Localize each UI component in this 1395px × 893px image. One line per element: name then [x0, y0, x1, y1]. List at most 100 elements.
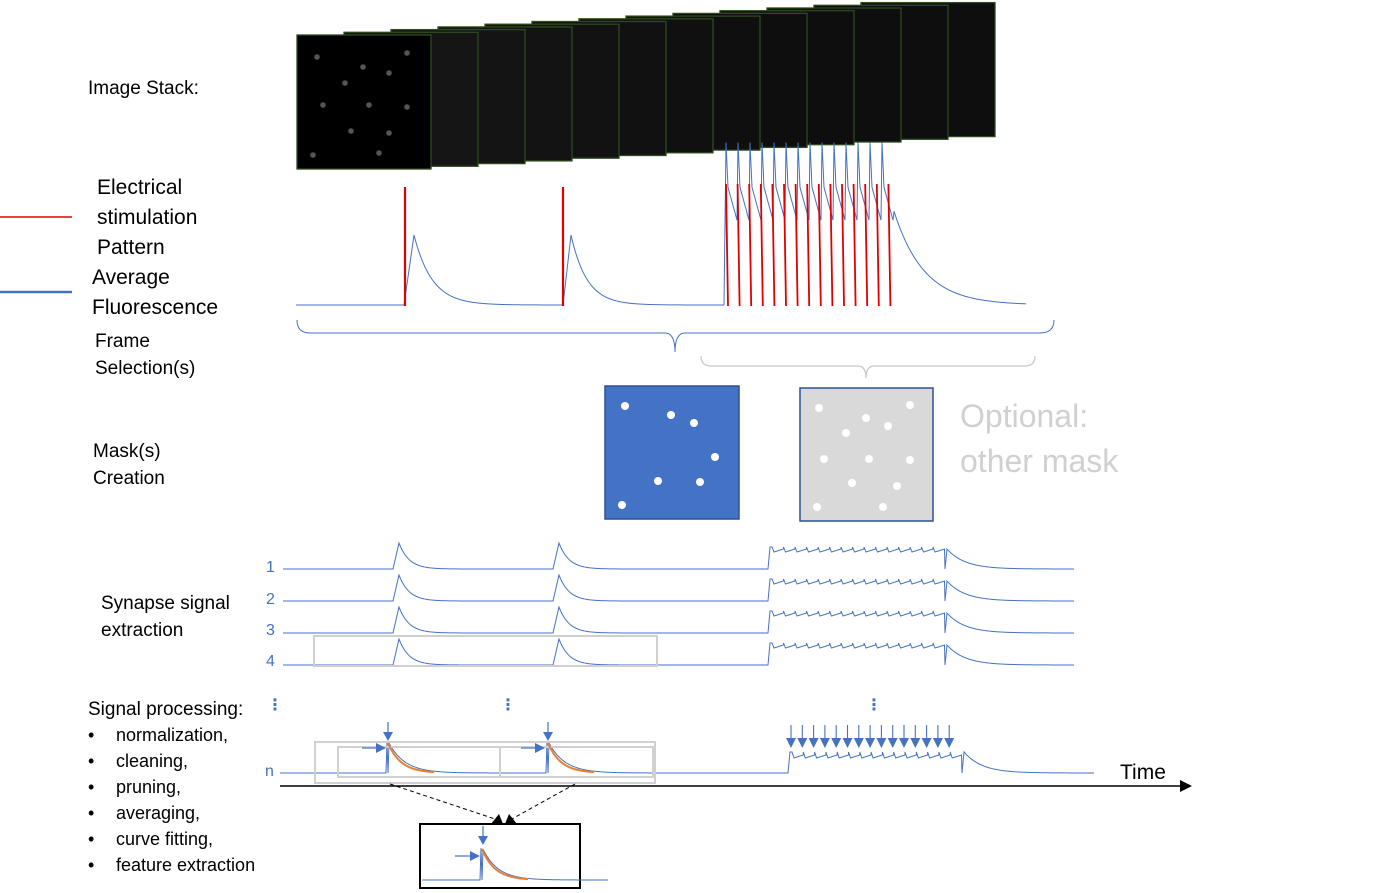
arrow-down-icon: [865, 738, 876, 748]
synapse-trace: [283, 637, 1074, 666]
bullet-icon: •: [88, 829, 95, 849]
legend-stimulation-label-1: Electrical: [97, 176, 183, 199]
mask-dot: [690, 419, 698, 427]
row-number-n: n: [265, 763, 274, 780]
curve-fits: [387, 742, 595, 774]
mask-dot: [667, 411, 675, 419]
synapse-dot: [348, 128, 354, 134]
optional-mask-label-1: Optional:: [960, 398, 1089, 434]
frame-selection-bracket: [296, 319, 1055, 353]
arrow-down-icon: [932, 738, 943, 748]
mask-creation-label-2: Creation: [93, 468, 165, 489]
processing-step-text: cleaning,: [116, 751, 189, 771]
frame-selection-bracket-secondary: [700, 355, 1036, 379]
processing-step-text: curve fitting,: [116, 829, 214, 849]
bullet-icon: •: [88, 777, 95, 797]
mask-dot: [879, 503, 887, 511]
mask-dot: [711, 453, 719, 461]
processing-step-text: pruning,: [116, 777, 182, 797]
row-number-4: 4: [266, 653, 275, 670]
bullet-icon: •: [88, 803, 95, 823]
processing-step: • averaging,: [88, 800, 255, 826]
processing-step: • normalization,: [88, 722, 255, 748]
ellipsis-3: ⋮: [866, 697, 882, 714]
stimulus-line: [829, 183, 834, 307]
arrow-down-icon: [842, 738, 853, 748]
processing-step-text: feature extraction: [116, 855, 256, 875]
mask-dot: [893, 482, 901, 490]
row-number-3: 3: [266, 622, 275, 639]
synapse-dot: [386, 130, 392, 136]
image-stack-label: Image Stack:: [88, 78, 199, 99]
time-axis-label: Time: [1120, 761, 1166, 784]
bullet-icon: •: [88, 725, 95, 745]
stimulus-line: [852, 183, 857, 307]
processing-step: • feature extraction: [88, 852, 255, 878]
averaged-line: [422, 847, 608, 881]
mask-dot: [865, 455, 873, 463]
legend-stimulation-label-3: Pattern: [97, 236, 165, 259]
arrow-down-icon: [899, 738, 909, 748]
stimulus-line: [783, 183, 787, 307]
image-stack: [296, 1, 996, 170]
processing-step-text: normalization,: [116, 725, 229, 745]
arrow-right-icon: [470, 851, 480, 861]
stimulus-line: [887, 183, 892, 307]
peak-markers: [362, 722, 955, 753]
stimulus-line: [817, 183, 822, 307]
gray-mask-synapses: [813, 401, 914, 511]
ellipsis-2: ⋮: [500, 697, 516, 714]
frame-selection-label-1: Frame: [95, 331, 150, 352]
processing-step-text: averaging,: [116, 803, 201, 823]
processing-step: • curve fitting,: [88, 826, 255, 852]
mask-dot: [848, 479, 856, 487]
processed-line: [280, 741, 1094, 774]
arrow-down-icon: [797, 738, 808, 748]
processed-trace-n: [280, 741, 1094, 774]
mask-creation-label-1: Mask(s): [93, 441, 161, 462]
synapse-dot: [310, 152, 316, 158]
arrow-down-icon: [543, 732, 553, 741]
synapse-dot: [376, 150, 382, 156]
synapse-trace: [283, 573, 1074, 602]
frame-selection-label-2: Selection(s): [95, 358, 196, 379]
arrow-down-icon: [944, 738, 955, 748]
synapse-dot: [386, 70, 392, 76]
mask-dot: [618, 501, 626, 509]
arrow-down-icon: [819, 738, 830, 748]
mask-dot: [884, 422, 892, 430]
signal-processing-label: Signal processing:: [88, 699, 244, 720]
fluorescence-line: [296, 142, 1027, 306]
stimulus-line: [771, 183, 776, 307]
arrow-right-icon: [1180, 780, 1192, 792]
blue-mask-synapses: [618, 402, 719, 509]
processing-steps-list: • normalization, • cleaning, • pruning, • av…: [88, 722, 255, 878]
fit-curve: [547, 742, 595, 774]
synapse-extraction-label-1: Synapse signal: [101, 593, 230, 614]
stimulus-line: [736, 183, 741, 307]
arrow-down-icon: [786, 738, 796, 748]
averaged-trace-box: [419, 823, 581, 889]
synapse-dot: [404, 104, 410, 110]
arrowhead-right-icon: [505, 814, 517, 824]
selection-box-trace-4: [313, 635, 658, 667]
processing-step: • cleaning,: [88, 748, 255, 774]
stimulus-line: [725, 183, 729, 307]
mask-dot: [862, 414, 870, 422]
mask-dot: [906, 401, 914, 409]
arrowhead-left-icon: [491, 814, 503, 824]
synapse-dot: [404, 50, 410, 56]
ellipsis-1: ⋮: [267, 697, 283, 714]
window-box-2: [499, 746, 654, 778]
averaged-trace: [422, 826, 608, 881]
legend-fluorescence-label-1: Average: [92, 266, 170, 289]
arrow-down-icon: [831, 738, 842, 748]
optional-mask-label-2: other mask: [960, 443, 1119, 479]
synapse-extraction-label-2: extraction: [101, 620, 184, 641]
mask-dot: [815, 404, 823, 412]
legend-stimulation-label-2: stimulation: [97, 206, 198, 229]
arrow-down-icon: [808, 738, 819, 748]
synapse-dot: [314, 54, 320, 60]
stimulus-line: [841, 183, 845, 307]
